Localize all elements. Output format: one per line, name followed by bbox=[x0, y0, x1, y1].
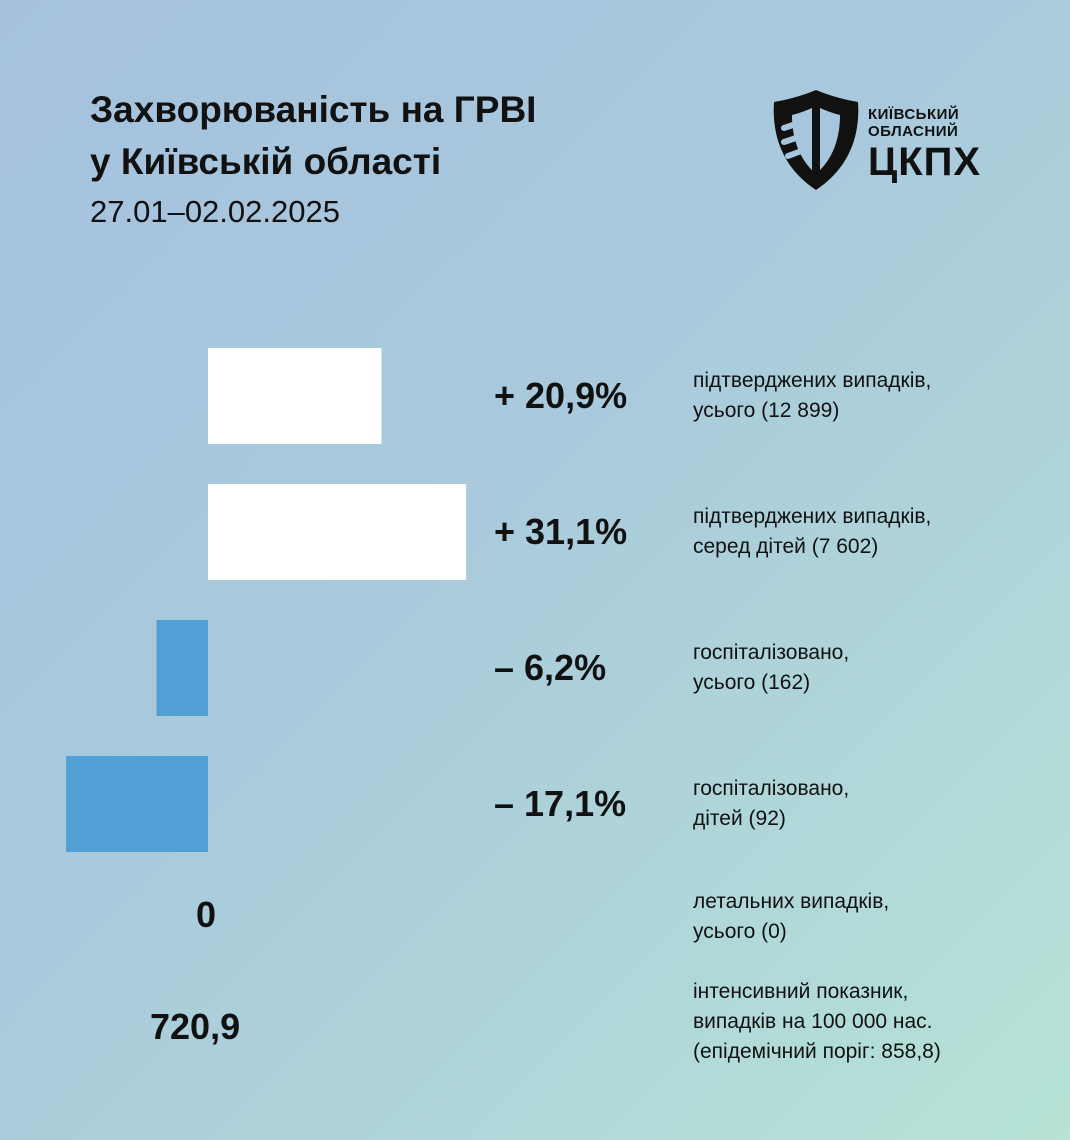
bar-description-line: підтверджених випадків, bbox=[693, 505, 932, 528]
bar-1 bbox=[208, 348, 382, 444]
bar-description-line: госпіталізовано, bbox=[693, 777, 850, 800]
shield-logo-icon bbox=[773, 90, 859, 190]
title-line-1: Захворюваність на ГРВІ bbox=[90, 89, 537, 130]
stat-value-1: 0 bbox=[196, 894, 217, 935]
logo-line-3: ЦКПХ bbox=[868, 140, 982, 184]
stat-value-2: 720,9 bbox=[150, 1006, 241, 1047]
bar-description-line: госпіталізовано, bbox=[693, 641, 850, 664]
page-title: Захворюваність на ГРВІ у Київській облас… bbox=[90, 84, 536, 188]
bar-description-line: усього (12 899) bbox=[693, 399, 840, 422]
stat-description-line: (епідемічний поріг: 858,8) bbox=[693, 1040, 941, 1063]
stat-description-line: усього (0) bbox=[693, 920, 787, 943]
stat-description-line: випадків на 100 000 нас. bbox=[693, 1010, 933, 1033]
stat-description-line: інтенсивний показник, bbox=[693, 980, 909, 1003]
logo-text: КИЇВСЬКИЙ ОБЛАСНИЙ ЦКПХ bbox=[868, 106, 981, 184]
logo-line-1: КИЇВСЬКИЙ bbox=[868, 106, 960, 123]
logo-line-2: ОБЛАСНИЙ bbox=[868, 123, 959, 140]
stat-description-2: інтенсивний показник, випадків на 100 000… bbox=[693, 977, 941, 1067]
bar-description-2: підтверджених випадків, серед дітей (7 60… bbox=[693, 502, 931, 562]
logo: КИЇВСЬКИЙ ОБЛАСНИЙ ЦКПХ bbox=[770, 88, 990, 193]
date-range: 27.01–02.02.2025 bbox=[90, 194, 340, 229]
bar-2 bbox=[208, 484, 467, 580]
bar-value-label-4: – 17,1% bbox=[494, 783, 627, 824]
bar-description-line: підтверджених випадків, bbox=[693, 369, 932, 392]
stat-description-1: летальних випадків, усього (0) bbox=[693, 887, 889, 947]
bar-description-4: госпіталізовано, дітей (92) bbox=[693, 774, 849, 834]
bar-value-label-3: – 6,2% bbox=[494, 647, 607, 688]
bar-description-3: госпіталізовано, усього (162) bbox=[693, 638, 849, 698]
bar-value-label-1: + 20,9% bbox=[494, 375, 628, 416]
bar-description-line: серед дітей (7 602) bbox=[693, 535, 879, 558]
bar-description-1: підтверджених випадків, усього (12 899) bbox=[693, 366, 931, 426]
title-line-2: у Київській області bbox=[90, 141, 442, 182]
bar-3 bbox=[156, 620, 208, 716]
bar-description-line: усього (162) bbox=[693, 671, 811, 694]
bar-4 bbox=[66, 756, 208, 852]
bar-value-label-2: + 31,1% bbox=[494, 511, 628, 552]
bar-description-line: дітей (92) bbox=[693, 807, 786, 830]
stat-description-line: летальних випадків, bbox=[693, 890, 890, 913]
